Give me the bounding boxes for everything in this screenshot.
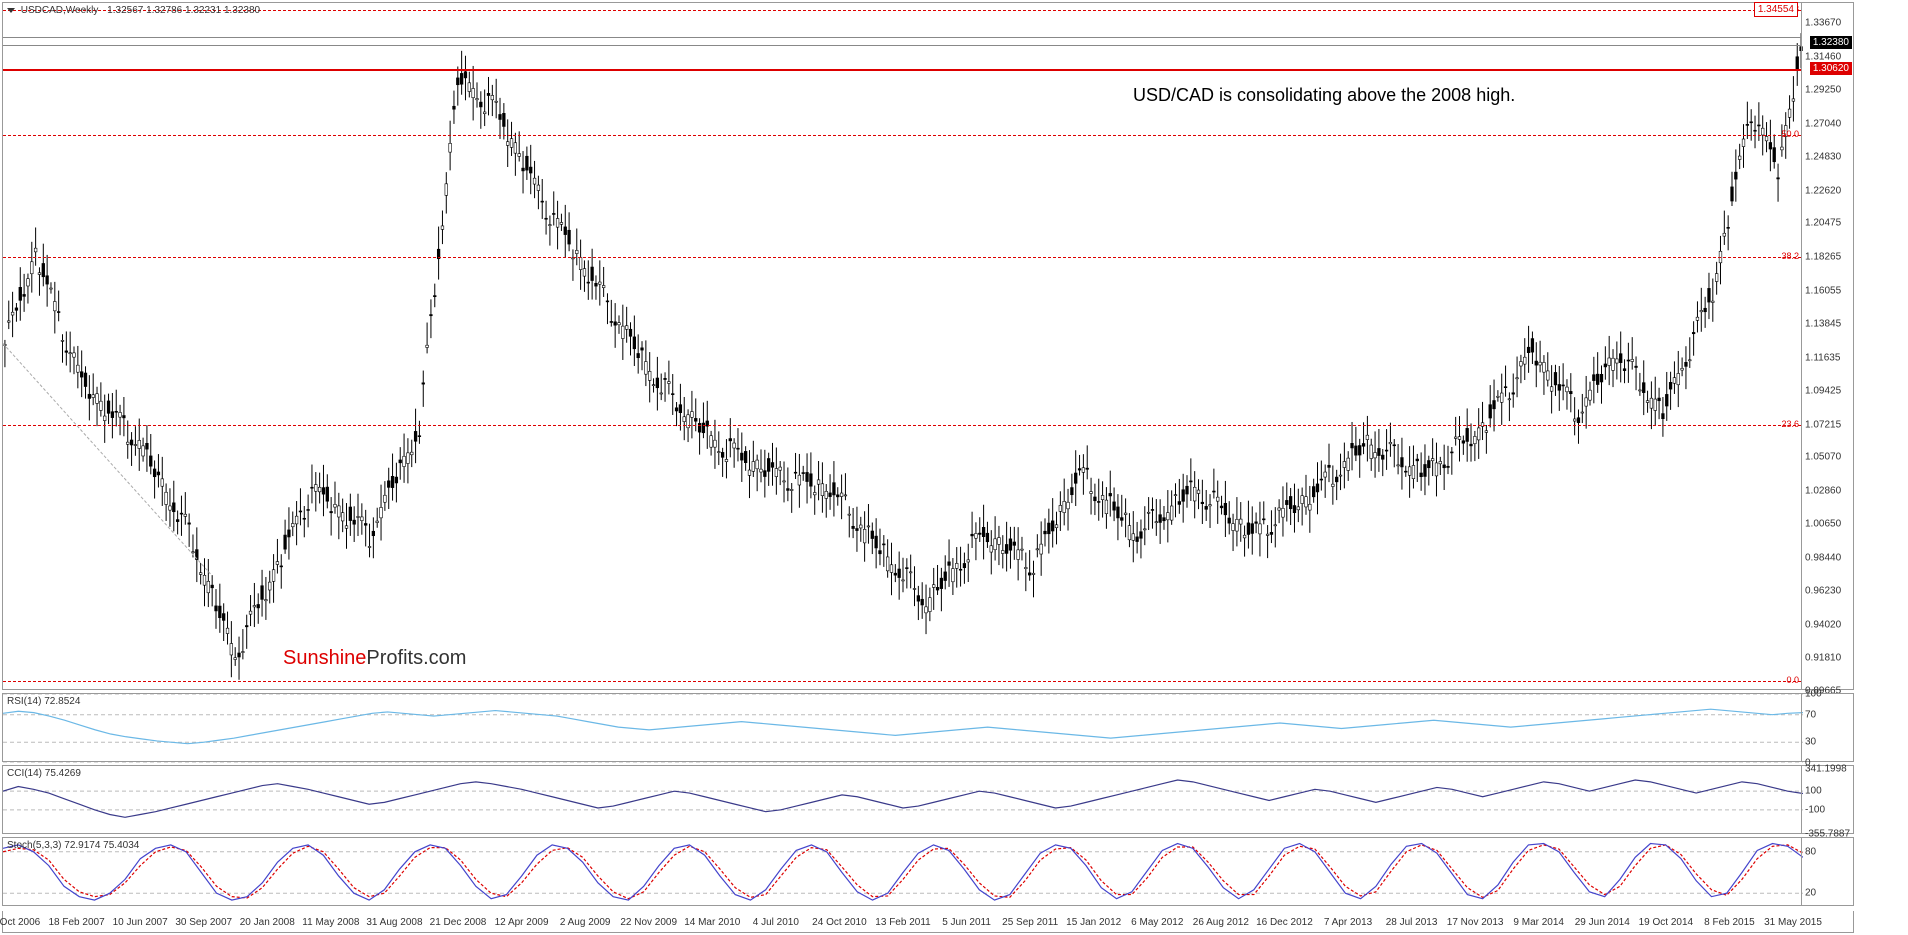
- fib-line-50.0: [3, 135, 1801, 136]
- date-label: 29 Jun 2014: [1575, 917, 1630, 928]
- stoch-label: Stoch(5,3,3) 72.9174 75.4034: [7, 840, 139, 851]
- date-label: 19 Oct 2014: [1639, 917, 1693, 928]
- date-label: 17 Nov 2013: [1447, 917, 1504, 928]
- current-price-marker: 1.32380: [1810, 36, 1852, 49]
- rsi-canvas: [3, 694, 1803, 763]
- date-label: 31 May 2015: [1764, 917, 1822, 928]
- stoch-axis: 8020: [1801, 838, 1853, 905]
- date-label: 24 Oct 2010: [812, 917, 866, 928]
- date-label: 13 Feb 2011: [875, 917, 930, 928]
- fib-line-0.0: [3, 681, 1801, 682]
- ohlc-line: [3, 45, 1801, 46]
- chart-title: USDCAD,Weekly 1.32567 1.32786 1.32231 1.…: [7, 5, 260, 16]
- date-label: 25 Sep 2011: [1002, 917, 1058, 928]
- symbol-label: USDCAD,Weekly: [21, 5, 99, 16]
- date-label: 18 Feb 2007: [48, 917, 104, 928]
- cci-label: CCI(14) 75.4269: [7, 768, 81, 779]
- fib-line-23.6: [3, 425, 1801, 426]
- chart-annotation: USD/CAD is consolidating above the 2008 …: [1133, 85, 1515, 106]
- cci-axis: 100-100341.1998-355.7887: [1801, 766, 1853, 833]
- date-label: 21 Dec 2008: [430, 917, 487, 928]
- dropdown-icon[interactable]: [7, 8, 15, 13]
- candlestick-canvas: [3, 3, 1803, 691]
- date-label: 28 Jul 2013: [1386, 917, 1438, 928]
- date-label: 30 Sep 2007: [175, 917, 232, 928]
- ohlc-line: [3, 37, 1801, 38]
- date-label: 16 Dec 2012: [1256, 917, 1313, 928]
- rsi-label: RSI(14) 72.8524: [7, 696, 80, 707]
- date-label: 9 Mar 2014: [1513, 917, 1564, 928]
- fib-line-38.2: [3, 257, 1801, 258]
- date-label: 12 Apr 2009: [495, 917, 549, 928]
- date-label: 31 Aug 2008: [366, 917, 422, 928]
- stoch-panel[interactable]: Stoch(5,3,3) 72.9174 75.4034 8020: [2, 837, 1854, 906]
- cci-canvas: [3, 766, 1803, 835]
- date-label: 29 Oct 2006: [0, 917, 40, 928]
- date-label: 2 Aug 2009: [560, 917, 611, 928]
- date-label: 20 Jan 2008: [240, 917, 295, 928]
- date-label: 10 Jun 2007: [113, 917, 168, 928]
- date-label: 7 Apr 2013: [1324, 917, 1372, 928]
- date-label: 8 Feb 2015: [1704, 917, 1755, 928]
- date-label: 14 Mar 2010: [684, 917, 740, 928]
- date-label: 5 Jun 2011: [942, 917, 991, 928]
- date-label: 26 Aug 2012: [1193, 917, 1249, 928]
- date-label: 6 May 2012: [1131, 917, 1183, 928]
- price-axis: 1.336701.314601.292501.270401.248301.226…: [1801, 3, 1853, 689]
- cci-panel[interactable]: CCI(14) 75.4269 100-100341.1998-355.7887: [2, 765, 1854, 834]
- date-label: 11 May 2008: [302, 917, 359, 928]
- main-price-chart[interactable]: USDCAD,Weekly 1.32567 1.32786 1.32231 1.…: [2, 2, 1854, 690]
- rsi-axis: 10070300: [1801, 694, 1853, 761]
- date-label: 22 Nov 2009: [620, 917, 677, 928]
- time-axis: 29 Oct 2006 18 Feb 2007 10 Jun 2007 30 Sep …: [2, 911, 1854, 933]
- ohlc-label: 1.32567 1.32786 1.32231 1.32380: [107, 5, 260, 16]
- watermark: SunshineProfits.com: [283, 647, 466, 670]
- fib-line-61.8: [3, 10, 1801, 11]
- rsi-panel[interactable]: RSI(14) 72.8524 10070300: [2, 693, 1854, 762]
- date-label: 4 Jul 2010: [753, 917, 799, 928]
- fib-price-box: 1.34554: [1754, 2, 1798, 17]
- resistance-line: [3, 69, 1801, 71]
- date-label: 15 Jan 2012: [1066, 917, 1121, 928]
- stoch-canvas: [3, 838, 1803, 907]
